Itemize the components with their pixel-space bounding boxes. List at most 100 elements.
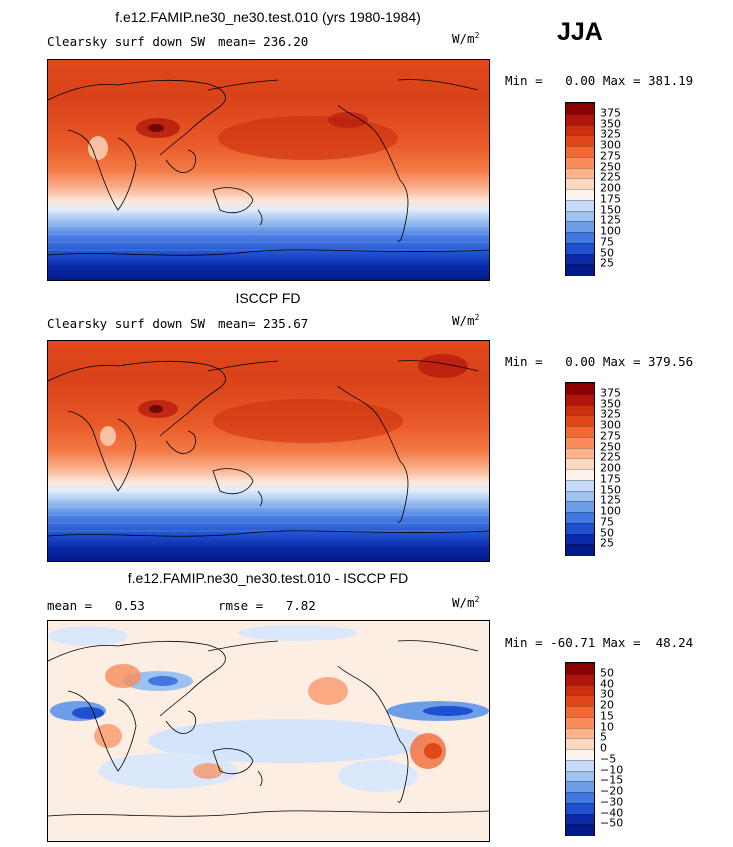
colorbar-tick-label: 275 [600, 429, 621, 443]
colorbar-tick-label: 15 [600, 709, 614, 723]
colorbar-segment [566, 199, 594, 212]
colorbar-tick-label: 375 [600, 106, 621, 120]
colorbar-segment [566, 383, 594, 395]
colorbar-segment [566, 544, 594, 556]
colorbar-tick-label: 350 [600, 397, 621, 410]
colorbar-tick-label: −10 [600, 763, 624, 776]
colorbar-segment [566, 167, 594, 180]
colorbar-segment [566, 770, 594, 783]
colorbar-tick-label: 50 [600, 526, 614, 539]
colorbar-tick-label: 50 [600, 666, 614, 680]
colorbar-segment [566, 490, 594, 503]
panel1-contour-bands [48, 209, 489, 251]
colorbar-segment [566, 716, 594, 729]
colorbar-segment [566, 813, 594, 826]
panel3-minmax: Min = -60.71 Max = 48.24 [505, 635, 694, 650]
colorbar-tick-label: 300 [600, 418, 621, 432]
colorbar-segment [566, 426, 594, 438]
colorbar-segment [566, 522, 594, 535]
colorbar-tick-label: 20 [600, 698, 614, 712]
colorbar-tick-label: 250 [600, 440, 621, 453]
panel1-units: W/m2 [452, 31, 480, 47]
colorbar-segment [566, 447, 594, 460]
panel3-coastlines [48, 640, 489, 817]
colorbar-segment [566, 146, 594, 158]
panel2-units: W/m2 [452, 313, 480, 329]
panel2-coastlines [48, 360, 489, 537]
colorbar-tick-label: 175 [600, 472, 621, 486]
panel3-map-svg [48, 621, 489, 841]
colorbar-tick-label: 40 [600, 677, 614, 690]
panel2-map [47, 340, 490, 562]
panel2-colorbar-labels: 375 350 325 300 275 250 225 200 175 150 125 100 75 50… [600, 382, 640, 554]
colorbar-segment [566, 393, 594, 406]
colorbar-tick-label: 50 [600, 246, 614, 259]
colorbar-tick-label: 300 [600, 138, 621, 152]
colorbar-tick-label: 250 [600, 160, 621, 173]
colorbar-segment [566, 802, 594, 815]
panel1-colorbar-labels: 375 350 325 300 275 250 225 200 175 150 125 100 75 50… [600, 102, 640, 274]
panel1-minmax: Min = 0.00 Max = 381.19 [505, 73, 694, 88]
colorbar-tick-label: 25 [600, 536, 614, 550]
colorbar-tick-label: 275 [600, 149, 621, 163]
colorbar-segment [566, 792, 594, 804]
colorbar-segment [566, 189, 594, 201]
colorbar-tick-label: 0 [600, 741, 607, 755]
panel1-title: f.e12.FAMIP.ne30_ne30.test.010 (yrs 1980… [115, 9, 421, 25]
season-label: JJA [557, 18, 603, 46]
colorbar-tick-label: −50 [600, 816, 624, 830]
panel2-map-svg [48, 341, 489, 561]
colorbar-tick-label: 225 [600, 450, 621, 464]
colorbar-segment [566, 824, 594, 836]
colorbar-tick-label: −15 [600, 773, 624, 787]
colorbar-segment [566, 738, 594, 750]
colorbar-tick-label: −30 [600, 795, 624, 809]
panel1-variable: Clearsky surf down SW [47, 34, 206, 49]
colorbar-segment [566, 512, 594, 524]
colorbar-segment [566, 479, 594, 492]
colorbar-tick-label: 75 [600, 515, 614, 529]
colorbar-tick-label: 350 [600, 117, 621, 130]
panel2-hotspots [100, 354, 468, 446]
colorbar-tick-label: −20 [600, 784, 624, 798]
panel2-colorbar [565, 382, 595, 556]
colorbar-segment [566, 501, 594, 513]
panel3-units: W/m2 [452, 595, 480, 611]
colorbar-tick-label: 200 [600, 461, 621, 475]
colorbar-segment [566, 458, 594, 470]
colorbar-tick-label: 325 [600, 407, 621, 421]
colorbar-segment [566, 706, 594, 718]
panel1-coastlines [48, 79, 489, 256]
colorbar-segment [566, 221, 594, 233]
colorbar-segment [566, 673, 594, 686]
colorbar-tick-label: 125 [600, 213, 621, 227]
panel3-title: f.e12.FAMIP.ne30_ne30.test.010 - ISCCP F… [127, 570, 409, 586]
colorbar-tick-label: −40 [600, 806, 624, 819]
panel2-variable: Clearsky surf down SW [47, 316, 206, 331]
colorbar-tick-label: 175 [600, 192, 621, 206]
colorbar-tick-label: 100 [600, 504, 621, 518]
colorbar-segment [566, 533, 594, 546]
colorbar-segment [566, 781, 594, 793]
colorbar-tick-label: 200 [600, 181, 621, 195]
panel2-contour-bands [48, 490, 489, 532]
colorbar-segment [566, 663, 594, 675]
panel1-map [47, 59, 490, 281]
colorbar-segment [566, 178, 594, 190]
colorbar-tick-label: 25 [600, 256, 614, 270]
colorbar-segment [566, 727, 594, 740]
panel1-hotspots [88, 112, 398, 160]
colorbar-segment [566, 684, 594, 697]
colorbar-tick-label: 325 [600, 127, 621, 141]
colorbar-tick-label: 30 [600, 687, 614, 701]
colorbar-segment [566, 749, 594, 761]
panel2-title: ISCCP FD [235, 290, 301, 306]
colorbar-tick-label: 150 [600, 483, 621, 496]
colorbar-segment [566, 264, 594, 276]
panel3-rmse: rmse = 7.82 [218, 598, 316, 613]
panel3-mean: mean = 0.53 [47, 598, 145, 613]
colorbar-tick-label: 150 [600, 203, 621, 216]
panel1-map-svg [48, 60, 489, 280]
panel2-field [48, 341, 489, 561]
panel1-mean: mean= 236.20 [218, 34, 309, 49]
